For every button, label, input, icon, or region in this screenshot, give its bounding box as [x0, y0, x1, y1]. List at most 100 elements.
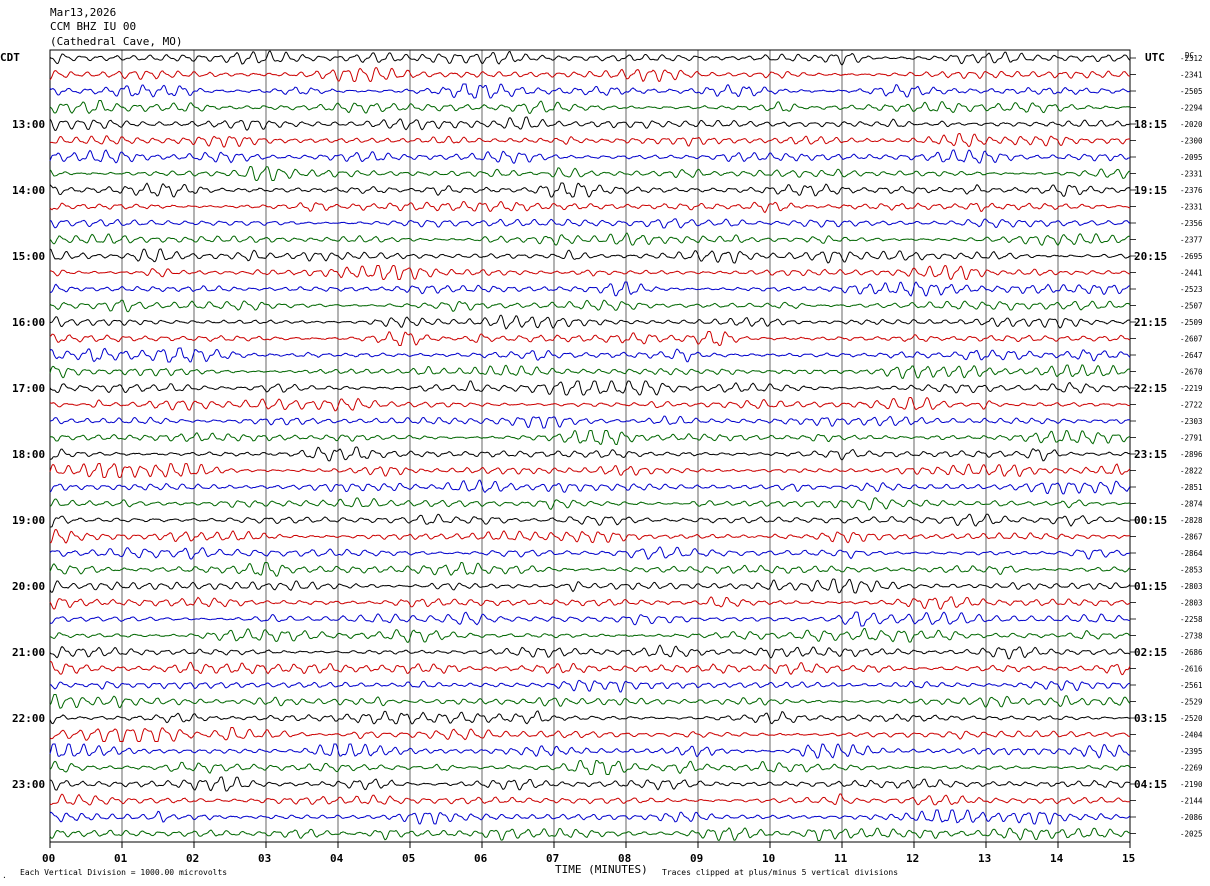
left-hour-labels: 13:00 14:00 15:00 16:00 17:00 18:00 19:00 20:00… [12, 118, 45, 791]
left-hour-label: 21:00 [12, 646, 45, 659]
trace-row-35 [49, 628, 1131, 644]
dc-offset-label: -2312 [1180, 54, 1203, 63]
x-tick-label-08: 08 [618, 852, 631, 865]
x-tick-label-05: 05 [402, 852, 415, 865]
trace-row-33 [49, 596, 1131, 610]
trace-row-7 [49, 166, 1131, 181]
dc-offset-label: -2874 [1180, 500, 1203, 509]
x-tick-label-06: 06 [474, 852, 488, 865]
right-hour-label: 19:15 [1134, 184, 1167, 197]
dc-offset-label: -2509 [1180, 318, 1203, 327]
dc-offset-label: -2341 [1180, 71, 1203, 80]
right-hour-label: 23:15 [1134, 448, 1167, 461]
trace-row-30 [49, 546, 1131, 560]
trace-row-13 [49, 264, 1131, 281]
x-axis-label: TIME (MINUTES) [555, 863, 648, 876]
left-hour-label: 14:00 [12, 184, 45, 197]
header-location: (Cathedral Cave, MO) [50, 35, 182, 48]
trace-row-43 [49, 760, 1131, 775]
dc-offset-label: -2607 [1180, 335, 1203, 344]
trace-row-38 [50, 679, 1131, 693]
trace-row-24 [49, 446, 1131, 462]
left-hour-label: 15:00 [12, 250, 45, 263]
right-hour-label: 22:15 [1134, 382, 1167, 395]
right-hour-label: 20:15 [1134, 250, 1167, 263]
right-hour-label: 18:15 [1134, 118, 1167, 131]
dc-offset-label: -2219 [1180, 384, 1203, 393]
left-hour-label: 17:00 [12, 382, 45, 395]
trace-row-3 [49, 100, 1131, 115]
right-hour-label: 00:15 [1134, 514, 1167, 527]
x-tick-label-11: 11 [834, 852, 848, 865]
dc-offset-label: -2376 [1180, 186, 1203, 195]
dc-offset-label: -2331 [1180, 203, 1203, 212]
trace-row-41 [49, 727, 1130, 742]
trace-row-23 [49, 429, 1131, 445]
dc-offset-label: -2269 [1180, 764, 1203, 773]
dc-label: DC [1185, 51, 1194, 60]
x-tick-label-13: 13 [978, 852, 991, 865]
trace-row-28 [50, 513, 1130, 528]
trace-row-0 [49, 50, 1131, 66]
x-tick-label-04: 04 [330, 852, 344, 865]
x-tick-label-12: 12 [906, 852, 919, 865]
dc-offset-label: -2258 [1180, 615, 1203, 624]
trace-row-2 [49, 83, 1131, 99]
dc-offset-label: -2561 [1180, 681, 1203, 690]
left-hour-label: 22:00 [12, 712, 45, 725]
header-date: Mar13,2026 [50, 6, 116, 19]
trace-row-25 [49, 462, 1131, 479]
trace-row-20 [49, 380, 1131, 396]
footer-mark: . [2, 871, 7, 880]
trace-row-15 [49, 299, 1131, 313]
trace-row-47 [49, 827, 1131, 842]
clip-note: Traces clipped at plus/minus 5 vertical … [662, 868, 898, 877]
dc-offset-label: -2020 [1180, 120, 1203, 129]
x-tick-label-00: 00 [42, 852, 55, 865]
trace-row-12 [49, 248, 1131, 264]
dc-offset-label: -2331 [1180, 170, 1203, 179]
right-hour-label: 01:15 [1134, 580, 1167, 593]
dc-offset-label: -2190 [1180, 780, 1203, 789]
plot-frame [49, 49, 1131, 843]
trace-row-4 [49, 116, 1131, 132]
x-tick-label-15: 15 [1122, 852, 1135, 865]
trace-row-14 [49, 281, 1131, 297]
dc-offset-label: -2686 [1180, 648, 1203, 657]
dc-offset-label: -2529 [1180, 698, 1203, 707]
right-timezone-label: UTC [1145, 51, 1165, 64]
trace-row-44 [49, 776, 1130, 792]
header-station: CCM BHZ IU 00 [50, 20, 136, 33]
x-tick-label-02: 02 [186, 852, 199, 865]
right-hour-label: 21:15 [1134, 316, 1167, 329]
trace-row-29 [49, 528, 1131, 544]
right-hour-labels: 18:15 19:15 20:15 21:15 22:15 23:15 00:15 01:15… [1134, 118, 1167, 791]
right-hour-label: 04:15 [1134, 778, 1167, 791]
right-hour-label: 03:15 [1134, 712, 1167, 725]
dc-offset-label: -2520 [1180, 714, 1203, 723]
trace-row-45 [49, 793, 1131, 806]
dc-offset-label: -2523 [1180, 285, 1203, 294]
left-hour-label: 18:00 [12, 448, 45, 461]
trace-row-19 [49, 364, 1131, 379]
left-timezone-label: CDT [0, 51, 20, 64]
dc-offset-label: -2896 [1180, 450, 1203, 459]
trace-row-9 [49, 200, 1131, 214]
x-tick-label-09: 09 [690, 852, 703, 865]
trace-row-11 [49, 232, 1131, 247]
trace-row-8 [49, 182, 1131, 198]
trace-row-37 [50, 661, 1131, 676]
x-tick-label-01: 01 [114, 852, 128, 865]
dc-offset-label: -2441 [1180, 269, 1203, 278]
x-tick-label-10: 10 [762, 852, 775, 865]
dc-offset-label: -2670 [1180, 368, 1203, 377]
dc-offset-label: -2086 [1180, 813, 1203, 822]
trace-row-22 [49, 415, 1131, 429]
dc-offset-label: -2294 [1180, 104, 1203, 113]
trace-row-10 [49, 218, 1131, 229]
dc-offset-label: -2722 [1180, 401, 1203, 410]
trace-row-16 [49, 314, 1131, 330]
trace-row-42 [49, 743, 1131, 759]
trace-row-32 [49, 578, 1131, 594]
trace-row-34 [49, 611, 1131, 627]
